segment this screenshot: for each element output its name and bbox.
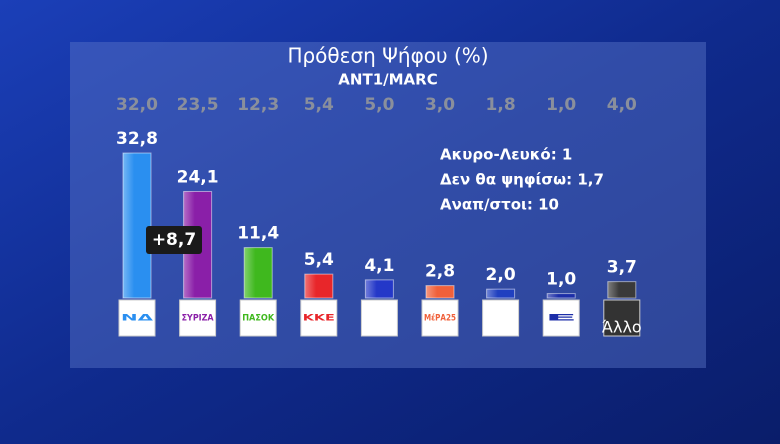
previous-value: 1,0 — [546, 95, 576, 115]
party-logo — [239, 299, 277, 337]
party-logo — [542, 299, 580, 337]
bar-shine — [123, 153, 151, 298]
value-label: 2,0 — [486, 265, 516, 285]
value-label: 4,1 — [364, 256, 394, 276]
x-tick-label: ΠΑΣΟΚ — [242, 314, 275, 324]
x-tick-label: Ε — [545, 314, 577, 324]
party-logo — [482, 299, 520, 337]
x-tick-label: ΜέΡΑ25 — [424, 313, 456, 324]
previous-value: 23,5 — [177, 95, 219, 115]
party-logo — [300, 299, 338, 337]
party-logo — [118, 299, 156, 337]
bar-shine — [486, 289, 515, 298]
bar-shine — [607, 281, 636, 298]
chart-title: Πρόθεση Ψήφου (%) — [287, 44, 488, 68]
note: Ακυρο-Λευκό: 1 — [440, 146, 572, 164]
chart-subtitle: ANT1/MARC — [338, 71, 437, 89]
value-label: 24,1 — [177, 167, 219, 187]
value-label: 2,8 — [425, 262, 455, 282]
value-label: 5,4 — [304, 250, 334, 270]
bar-shine — [547, 293, 576, 298]
previous-value: 12,3 — [237, 95, 279, 115]
bar-shine — [426, 285, 454, 298]
x-tick-label: ΣΥΡΙΖΑ — [182, 314, 214, 324]
bar-shine — [244, 247, 273, 298]
annotation: +8,7 — [152, 230, 196, 250]
party-logo — [603, 299, 641, 337]
party-logo — [360, 299, 398, 337]
party-logo — [179, 299, 217, 337]
x-tick-label: ΚΚΕ — [303, 314, 335, 324]
note: Αναπ/στοι: 10 — [440, 196, 559, 214]
bar-shine — [365, 279, 394, 298]
previous-value: 3,0 — [425, 95, 455, 115]
bar-shine — [304, 274, 333, 298]
previous-value: 32,0 — [116, 95, 158, 115]
value-label: 32,8 — [116, 129, 158, 149]
previous-value: 5,0 — [364, 95, 394, 115]
previous-value: 1,8 — [486, 95, 516, 115]
party-logo — [421, 299, 459, 337]
x-tick-label: ΝΔ — [121, 314, 153, 324]
previous-value: 4,0 — [607, 95, 637, 115]
value-label: 11,4 — [237, 224, 279, 244]
note: Δεν θα ψηφίσω: 1,7 — [440, 171, 604, 189]
value-label: 3,7 — [607, 258, 637, 278]
x-tick-label: Άλλο — [602, 318, 642, 337]
previous-value: 5,4 — [304, 95, 334, 115]
value-label: 1,0 — [546, 270, 576, 290]
annotation-box — [146, 226, 202, 254]
